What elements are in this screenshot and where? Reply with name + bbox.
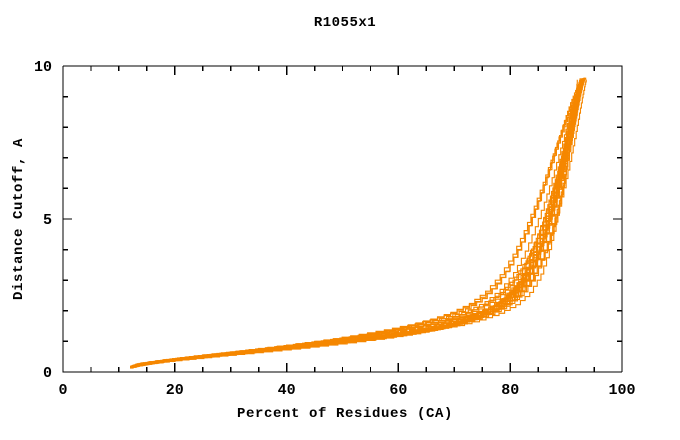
x-tick-label-0: 0 [58,382,67,399]
chart-title: R1055x1 [314,15,376,31]
series-line-model-20 [136,78,584,365]
series-line-model-23 [140,77,585,364]
axis-ticks-group [62,65,623,373]
series-line-model-25 [132,78,586,366]
y-tick-label-10: 10 [34,59,52,76]
axis-tick-labels-group: 0 20 40 60 80 100 0 5 10 [34,59,636,399]
x-tick-label-40: 40 [278,382,296,399]
x-tick-label-20: 20 [166,382,184,399]
x-tick-label-80: 80 [501,382,519,399]
x-tick-label-100: 100 [608,382,635,399]
x-axis-title: Percent of Residues (CA) [237,406,453,422]
y-tick-label-0: 0 [43,365,52,382]
x-tick-label-60: 60 [389,382,407,399]
y-tick-label-5: 5 [43,212,52,229]
y-axis-title: Distance Cutoff, A [11,138,27,300]
data-series-group [130,77,587,369]
